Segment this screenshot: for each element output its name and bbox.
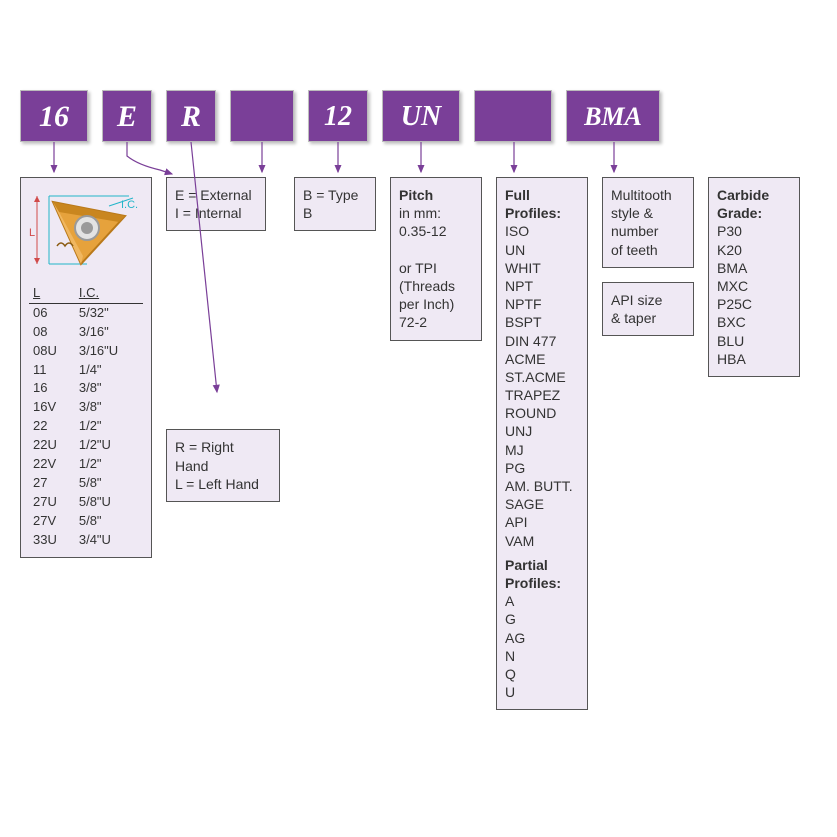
size-row: 27U5/8"U	[29, 493, 143, 512]
panel-row: L I.C. L	[20, 177, 820, 710]
panel-size: L I.C. L	[20, 177, 152, 558]
dim-IC-label: I.C.	[121, 199, 138, 211]
code-box-5: UN	[382, 90, 460, 142]
size-row: 065/32"	[29, 303, 143, 322]
code-box-1: E	[102, 90, 152, 142]
code-box-4: 12	[308, 90, 368, 142]
dim-L-label: L	[29, 227, 35, 239]
code-box-6	[474, 90, 552, 142]
size-row: 111/4"	[29, 361, 143, 380]
panel-multitooth: Multitoothstyle &numberof teeth	[602, 177, 694, 268]
panel-ext-int: E = ExternalI = Internal	[166, 177, 266, 231]
panel-api: API size& taper	[602, 282, 694, 336]
size-row: 16V3/8"	[29, 398, 143, 417]
insert-illustration: L I.C.	[29, 186, 145, 276]
size-row: 08U3/16"U	[29, 342, 143, 361]
size-row: 163/8"	[29, 379, 143, 398]
diagram-root: 16 E R 12 UN BMA L I.C.	[20, 90, 820, 710]
pitch-title: Pitch	[399, 187, 433, 203]
code-row: 16 E R 12 UN BMA	[20, 90, 820, 142]
panel-hand: R = Right HandL = Left Hand	[166, 429, 280, 502]
size-row: 33U3/4"U	[29, 531, 143, 550]
code-box-3	[230, 90, 294, 142]
size-row: 221/2"	[29, 417, 143, 436]
size-row: 083/16"	[29, 323, 143, 342]
size-col-IC: I.C.	[75, 284, 143, 303]
size-table: L I.C. 065/32"083/16"08U3/16"U111/4"163/…	[29, 284, 143, 549]
code-box-0: 16	[20, 90, 88, 142]
panel-profiles: Full Profiles:ISOUNWHITNPTNPTFBSPTDIN 47…	[496, 177, 588, 710]
size-row: 22U1/2"U	[29, 436, 143, 455]
panel-type-b: B = Type B	[294, 177, 376, 231]
code-box-2: R	[166, 90, 216, 142]
size-row: 275/8"	[29, 474, 143, 493]
size-row: 27V5/8"	[29, 512, 143, 531]
code-box-7: BMA	[566, 90, 660, 142]
size-row: 22V1/2"	[29, 455, 143, 474]
panel-pitch: Pitchin mm:0.35-12 or TPI(Threadsper Inc…	[390, 177, 482, 341]
panel-grade: Carbide Grade:P30K20BMAMXCP25CBXCBLUHBA	[708, 177, 800, 377]
size-col-L: L	[29, 284, 75, 303]
